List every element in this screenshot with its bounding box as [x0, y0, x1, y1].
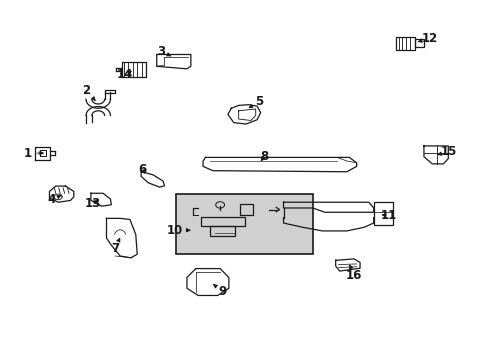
- Text: 11: 11: [380, 210, 396, 222]
- Text: 5: 5: [249, 95, 263, 108]
- Text: 1: 1: [23, 147, 43, 159]
- Bar: [176, 194, 312, 253]
- Text: 16: 16: [346, 265, 362, 282]
- Text: 2: 2: [82, 84, 95, 100]
- Text: 10: 10: [167, 224, 189, 237]
- Bar: [395, 37, 414, 50]
- Text: 4: 4: [48, 193, 61, 206]
- Text: 15: 15: [437, 145, 457, 158]
- Text: 9: 9: [213, 284, 226, 298]
- Bar: [210, 226, 234, 237]
- Text: 12: 12: [418, 32, 437, 45]
- Bar: [239, 204, 253, 215]
- Bar: [373, 202, 392, 225]
- Text: 13: 13: [84, 197, 101, 210]
- Text: 7: 7: [111, 238, 120, 255]
- Text: 14: 14: [117, 68, 133, 81]
- Text: 3: 3: [157, 45, 171, 58]
- Text: 6: 6: [138, 163, 146, 176]
- Text: 8: 8: [259, 150, 267, 163]
- Bar: [414, 40, 423, 47]
- Bar: [200, 217, 244, 226]
